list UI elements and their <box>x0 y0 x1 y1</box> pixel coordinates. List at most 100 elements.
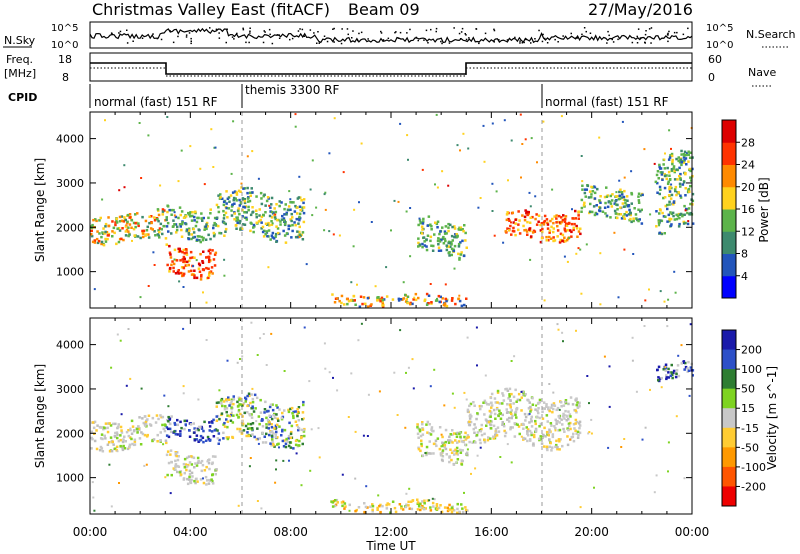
noise-dot <box>542 33 544 36</box>
scatter-cell <box>560 418 563 421</box>
scatter-cell <box>665 177 668 181</box>
scatter-cell <box>200 469 204 473</box>
scatter-cell <box>223 214 226 217</box>
scatter-cell-sparse <box>232 120 235 123</box>
scatter-cell <box>294 235 298 239</box>
scatter-cell <box>568 413 572 416</box>
scatter-cell <box>528 421 531 424</box>
scatter-cell <box>561 233 565 237</box>
scatter-cell <box>168 244 171 248</box>
noise-dot <box>333 27 335 30</box>
scatter-cell-sparse <box>491 210 494 212</box>
scatter-cell <box>206 255 210 259</box>
scatter-cell <box>670 169 674 173</box>
scatter-cell <box>567 418 570 421</box>
scatter-cell <box>675 217 679 221</box>
scatter-cell <box>163 429 167 433</box>
scatter-cell <box>201 219 204 222</box>
scatter-cell <box>246 404 249 408</box>
scatter-cell-sparse <box>257 442 260 445</box>
scatter-cell <box>667 194 671 197</box>
scatter-cell <box>490 411 493 414</box>
scatter-cell <box>290 424 294 428</box>
scatter-cell <box>532 229 536 233</box>
scatter-cell <box>619 206 622 209</box>
scatter-cell <box>441 441 444 444</box>
scatter-cell <box>535 223 539 226</box>
scatter-cell-sparse <box>223 258 226 261</box>
scatter-cell <box>213 264 217 267</box>
scatter-cell-sparse <box>670 183 673 186</box>
noise-dot <box>110 32 113 34</box>
scatter-cell-sparse <box>513 355 516 358</box>
scatter-cell <box>507 229 511 232</box>
scatter-cell <box>281 439 285 443</box>
noise-search-dots <box>110 27 689 45</box>
scatter-cell <box>689 176 692 179</box>
scatter-cell-sparse <box>353 208 356 211</box>
scatter-cell <box>529 408 533 412</box>
noise-dot <box>636 42 639 44</box>
scatter-cell <box>450 510 454 514</box>
scatter-cell <box>230 398 234 401</box>
scatter-cell-sparse <box>479 446 482 449</box>
scatter-cell <box>399 298 403 301</box>
scatter-cell <box>428 440 431 443</box>
scatter-cell <box>209 270 213 273</box>
scatter-cell <box>232 414 235 417</box>
scatter-cell-sparse <box>140 177 143 179</box>
ytick-label: 1000 <box>56 266 84 279</box>
scatter-cell <box>552 239 555 243</box>
scatter-cell <box>206 225 209 228</box>
scatter-cell <box>460 463 464 466</box>
scatter-cell <box>341 504 344 508</box>
scatter-cell <box>148 215 151 218</box>
scatter-cell-sparse <box>213 146 216 149</box>
noise-panel-frame <box>89 21 693 49</box>
scatter-cell <box>512 221 515 224</box>
scatter-cell <box>120 431 124 434</box>
noise-dot <box>358 32 360 35</box>
scatter-cell <box>537 437 541 441</box>
freq-label-2: [MHz] <box>4 67 36 80</box>
scatter-cell <box>522 427 525 430</box>
scatter-cell <box>635 217 638 220</box>
scatter-cell <box>93 239 96 242</box>
scatter-cell <box>127 226 130 229</box>
scatter-cell <box>552 230 555 234</box>
scatter-cell <box>186 482 190 486</box>
scatter-cell <box>336 501 339 504</box>
scatter-cell <box>576 401 579 404</box>
scatter-cell <box>147 414 151 417</box>
scatter-cell <box>436 507 439 511</box>
scatter-cell <box>292 414 295 418</box>
scatter-cell <box>235 219 238 222</box>
scatter-cell <box>537 407 540 410</box>
scatter-cell <box>574 422 577 425</box>
scatter-cell <box>153 230 156 233</box>
scatter-cell <box>296 212 299 215</box>
scatter-cell <box>166 210 169 214</box>
scatter-cell <box>684 172 687 176</box>
scatter-cell <box>338 299 341 303</box>
scatter-cell <box>460 304 464 308</box>
scatter-cell <box>100 235 103 239</box>
scatter-cell <box>584 195 587 198</box>
scatter-cell <box>599 195 602 198</box>
scatter-cell <box>679 172 682 176</box>
scatter-cell <box>269 238 272 241</box>
scatter-cell <box>207 216 210 220</box>
scatter-cell <box>275 413 278 416</box>
scatter-cell <box>526 428 530 431</box>
scatter-cell <box>567 402 570 406</box>
scatter-cell <box>217 194 220 197</box>
scatter-cell-sparse <box>594 186 597 189</box>
scatter-cell <box>552 402 556 405</box>
scatter-cell <box>275 203 278 206</box>
scatter-cell <box>225 206 228 210</box>
scatter-cell <box>232 196 236 200</box>
scatter-cell <box>585 188 588 191</box>
scatter-cell <box>174 215 178 219</box>
scatter-cell <box>208 271 211 274</box>
scatter-cell <box>552 407 555 411</box>
